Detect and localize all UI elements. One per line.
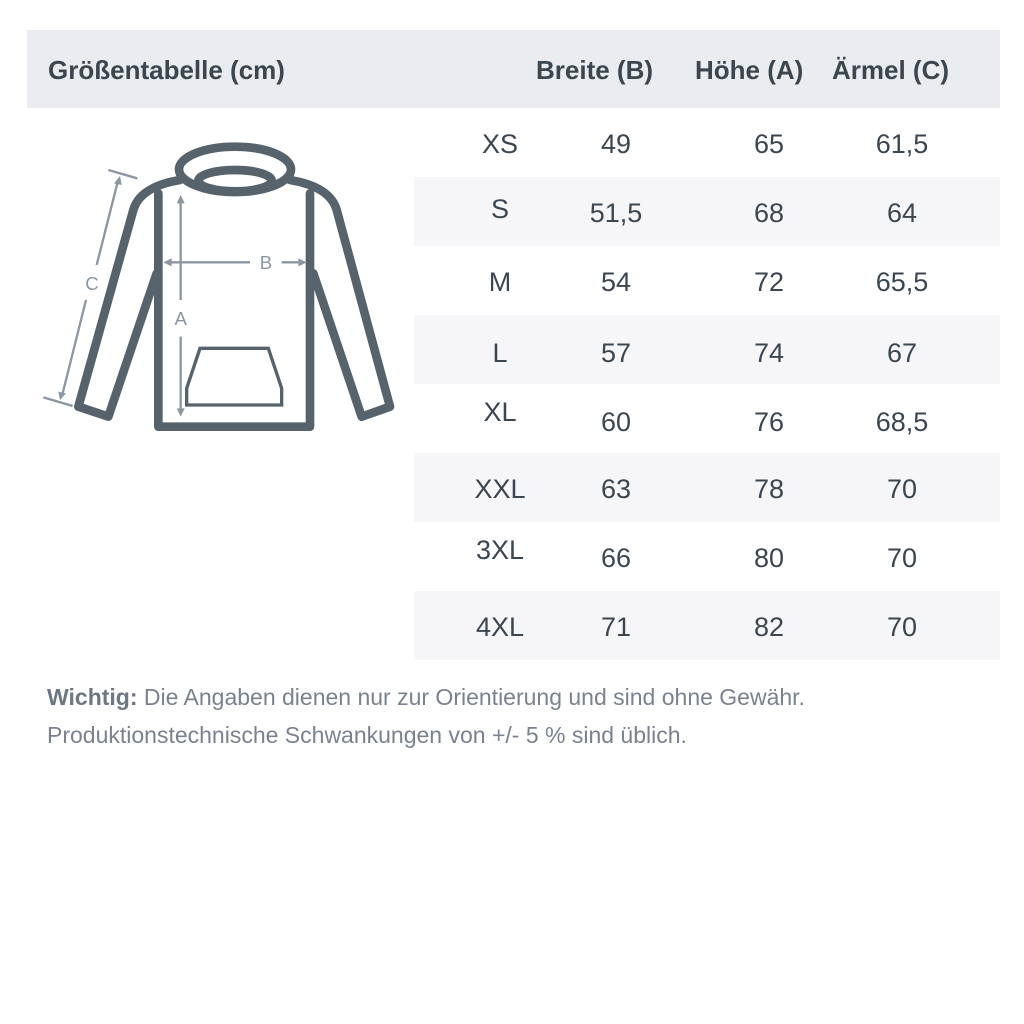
cell-aermel: 68,5 [875,407,929,437]
label-b: B [260,252,272,273]
note-line-2: Produktionstechnische Schwankungen von +… [47,722,687,748]
cell-hoehe: 80 [753,543,785,573]
column-header-breite: Breite (B) [536,55,654,85]
table-row: XS 49 65 61,5 [414,108,1000,177]
table-row: XXL 63 78 70 [414,453,1000,522]
cell-breite: 63 [600,474,632,504]
table-row: 4XL 71 82 70 [414,591,1000,660]
size-label: 3XL [475,535,525,565]
hoodie-body [153,188,315,431]
cell-hoehe: 82 [753,612,785,642]
size-label: XS [481,129,519,159]
cell-hoehe: 74 [753,338,785,368]
cell-hoehe: 65 [753,129,785,159]
cell-breite: 66 [600,543,632,573]
cell-hoehe: 78 [753,474,785,504]
column-header-aermel: Ärmel (C) [832,55,950,85]
pocket [185,346,284,407]
cell-breite: 71 [600,612,632,642]
left-sleeve [74,175,185,421]
cell-aermel: 70 [886,543,918,573]
hood-opening [194,165,276,196]
label-a: A [174,308,187,329]
size-label: XL [483,397,517,427]
size-label: S [490,194,509,224]
hoodie-diagram: A B C [43,142,395,431]
table-row: 3XL 66 80 70 [414,522,1000,591]
size-label: 4XL [475,612,525,642]
column-header-hoehe: Höhe (A) [695,55,804,85]
table-row: M 54 72 65,5 [414,246,1000,315]
size-label: M [488,267,512,297]
cell-breite: 54 [600,267,632,297]
cell-breite: 49 [600,129,632,159]
cell-aermel: 64 [886,198,918,228]
cell-aermel: 70 [886,474,918,504]
cell-breite: 57 [600,338,632,368]
table-row: S 51,5 68 64 [414,177,1000,246]
note-label: Wichtig: [47,684,138,710]
cell-aermel: 67 [886,338,918,368]
label-c: C [85,273,98,294]
cell-breite: 60 [600,407,632,437]
cell-hoehe: 68 [753,198,785,228]
right-sleeve [285,175,395,421]
note-line-1: Die Angaben dienen nur zur Orientierung … [143,684,805,710]
cell-breite: 51,5 [589,198,643,228]
disclaimer-note: Wichtig: Die Angaben dienen nur zur Orie… [47,678,805,754]
cell-hoehe: 76 [753,407,785,437]
cell-hoehe: 72 [753,267,785,297]
cell-aermel: 70 [886,612,918,642]
page-title: Größentabelle (cm) [48,55,285,85]
cell-aermel: 61,5 [875,129,929,159]
size-label: L [492,338,508,368]
table-row: XL 60 76 68,5 [414,384,1000,453]
size-label: XXL [474,474,526,504]
table-header: Größentabelle (cm) Breite (B) Höhe (A) Ä… [27,30,1000,108]
table-row: L 57 74 67 [414,315,1000,384]
cell-aermel: 65,5 [875,267,929,297]
